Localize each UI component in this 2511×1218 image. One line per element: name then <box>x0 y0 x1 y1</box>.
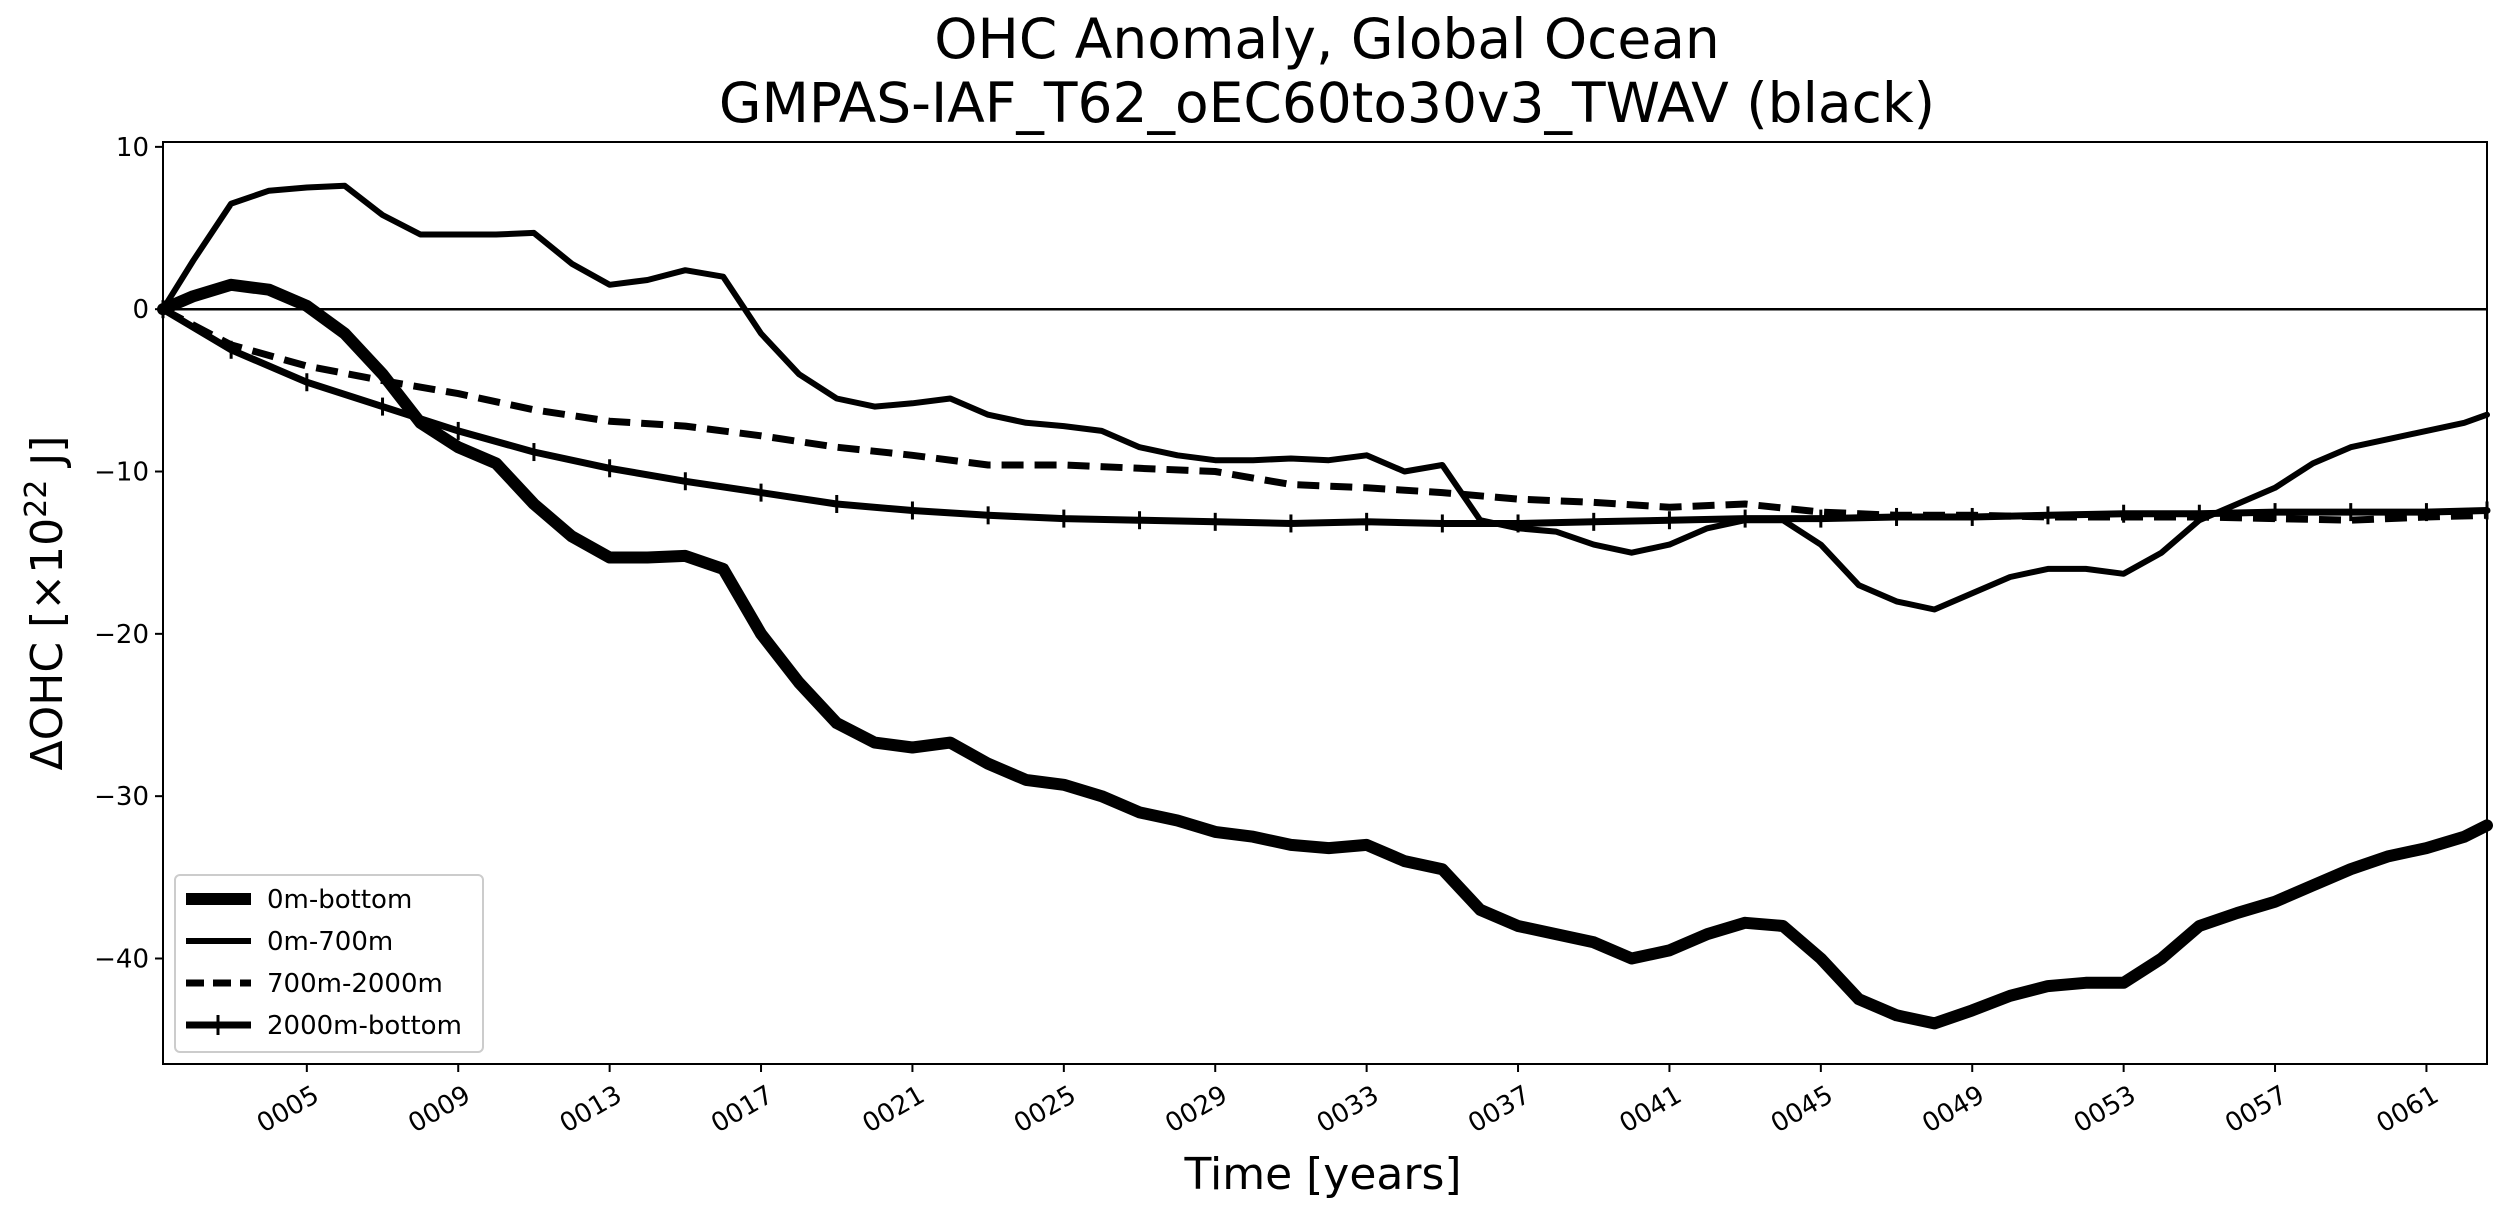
legend-items: 0m-bottom 0m-700m 700m-2000m 2000m-bottom <box>186 885 462 1041</box>
legend-item: 700m-2000m <box>186 969 443 999</box>
series-line-2000m-bottom <box>159 305 2491 527</box>
y-axis-ticks: 10 0 −10 −20 −30 −40 <box>94 133 163 974</box>
series-layer <box>157 182 2493 1030</box>
legend-label: 0m-bottom <box>267 885 412 915</box>
y-tick-label: −10 <box>94 458 149 488</box>
x-axis-label: Time [years] <box>1183 1149 1461 1200</box>
legend-label: 0m-700m <box>267 927 393 957</box>
y-tick-label: 10 <box>116 133 149 163</box>
chart-title: OHC Anomaly, Global Ocean <box>934 7 1720 71</box>
series-0m-bottom <box>157 278 2493 1030</box>
legend-item: 0m-bottom <box>186 885 412 915</box>
y-tick-label: 0 <box>132 295 149 325</box>
series-line-700m-2000m <box>161 306 2488 524</box>
legend-label: 700m-2000m <box>267 969 443 999</box>
chart-subtitle: GMPAS-IAF_T62_oEC60to30v3_TWAV (black) <box>719 71 1935 135</box>
legend-label: 2000m-bottom <box>267 1011 462 1041</box>
legend: 0m-bottom 0m-700m 700m-2000m 2000m-bottom <box>174 874 484 1053</box>
plot-frame <box>162 141 2488 1065</box>
y-tick-label: −20 <box>94 620 149 650</box>
y-axis-label: ΔOHC [×1022 J] <box>19 436 73 771</box>
y-axis-label-unit: J] <box>22 436 73 480</box>
legend-item: 0m-700m <box>186 927 393 957</box>
series-line-0m-700m <box>160 182 2490 613</box>
series-700m-2000m <box>161 306 2488 524</box>
y-tick-label: −30 <box>94 782 149 812</box>
y-axis-label-group: ΔOHC [×1022 J] <box>19 436 73 771</box>
y-tick-label: −40 <box>94 944 149 974</box>
y-axis-label-main: ΔOHC [×10 <box>22 518 73 771</box>
y-axis-label-exponent: 22 <box>19 480 54 518</box>
legend-item: 2000m-bottom <box>186 1011 462 1041</box>
series-line-0m-bottom <box>157 278 2493 1030</box>
legend-box <box>174 874 484 1053</box>
series-0m-700m <box>160 182 2490 613</box>
